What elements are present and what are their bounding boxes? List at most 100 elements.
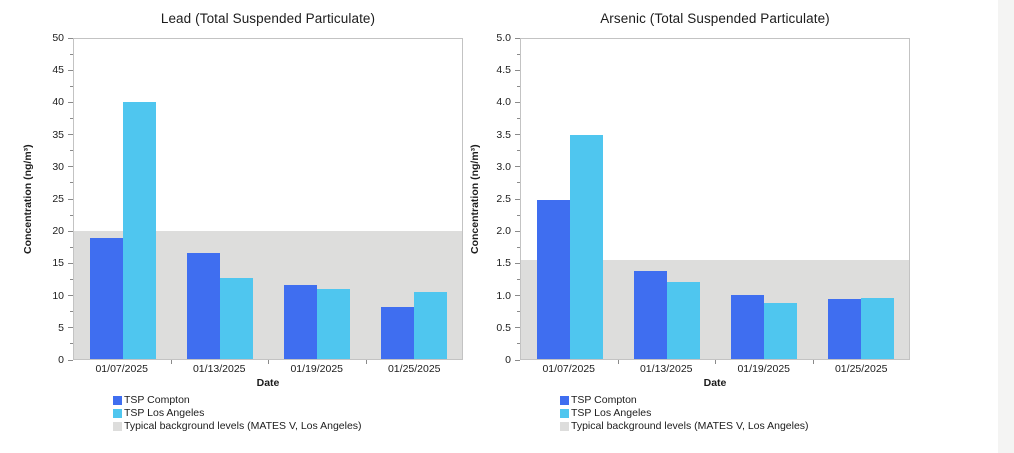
- bar-los_angeles[interactable]: [569, 135, 603, 359]
- legend-swatch-compton: [113, 395, 122, 405]
- legend-swatch-los-angeles: [113, 408, 122, 418]
- legend-item-background-band[interactable]: Typical background levels (MATES V, Los …: [113, 420, 362, 432]
- bar-compton[interactable]: [186, 252, 220, 359]
- x-boundary-tick: [715, 360, 716, 364]
- y-tick: [68, 295, 73, 297]
- category-slot: [171, 39, 268, 359]
- legend-label: TSP Compton: [571, 394, 637, 406]
- legend-label: TSP Compton: [124, 394, 190, 406]
- legend-item-tsp-compton[interactable]: TSP Compton: [113, 394, 362, 406]
- y-tick: [68, 101, 73, 103]
- bar-los_angeles[interactable]: [316, 289, 350, 359]
- legend-item-tsp-compton[interactable]: TSP Compton: [560, 394, 809, 406]
- y-minor-tick: [517, 246, 520, 248]
- y-tick: [515, 37, 520, 39]
- y-tick: [515, 230, 520, 232]
- x-axis: 01/07/2025 01/13/2025 01/19/2025 01/25/2025: [520, 363, 910, 377]
- y-axis: 0 0.5 1.0 1.5 2.0 2.5 3.0 3.5 4.0 4.5 5.0: [447, 32, 520, 366]
- x-axis: 01/07/2025 01/13/2025 01/19/2025 01/25/2025: [73, 363, 463, 377]
- chart-title: Lead (Total Suspended Particulate): [160, 11, 376, 26]
- legend-label: TSP Los Angeles: [571, 407, 652, 419]
- plot-area[interactable]: [520, 38, 910, 360]
- category-slot: [74, 39, 171, 359]
- x-boundary-tick: [268, 360, 269, 364]
- y-minor-tick: [517, 118, 520, 119]
- x-boundary-tick: [170, 360, 172, 364]
- y-tick-label: 5.0: [496, 32, 511, 44]
- bar-compton[interactable]: [536, 200, 570, 359]
- y-tick: [68, 327, 73, 329]
- bar-los_angeles[interactable]: [860, 297, 894, 359]
- y-minor-tick: [517, 53, 520, 55]
- y-tick: [68, 262, 73, 264]
- y-minor-tick: [517, 85, 520, 87]
- chart-title: Arsenic (Total Suspended Particulate): [600, 11, 830, 26]
- y-minor-tick: [70, 182, 73, 184]
- x-tick-label: 01/07/2025: [95, 363, 149, 375]
- bar-los_angeles[interactable]: [413, 292, 447, 359]
- bar-compton[interactable]: [283, 285, 317, 359]
- bar-los_angeles[interactable]: [763, 303, 797, 359]
- window-edge-strip: [998, 0, 1014, 453]
- y-tick: [68, 134, 73, 136]
- x-tick-label: 01/19/2025: [290, 363, 344, 375]
- bar-los_angeles[interactable]: [219, 278, 253, 359]
- y-tick: [515, 166, 520, 168]
- bar-los_angeles[interactable]: [666, 281, 700, 359]
- y-tick: [515, 69, 520, 71]
- legend-label: Typical background levels (MATES V, Los …: [571, 420, 809, 432]
- y-minor-tick: [70, 214, 73, 216]
- bar-los_angeles[interactable]: [122, 101, 156, 359]
- category-slot: [618, 39, 715, 359]
- legend-swatch-band: [113, 421, 122, 431]
- y-tick-label: 45: [52, 64, 64, 77]
- y-minor-tick: [70, 150, 73, 152]
- legend-item-tsp-los-angeles[interactable]: TSP Los Angeles: [113, 407, 362, 419]
- y-minor-tick: [70, 343, 73, 345]
- x-tick-label: 01/25/2025: [834, 363, 888, 375]
- y-tick: [515, 359, 520, 361]
- category-slot: [268, 39, 365, 359]
- bar-compton[interactable]: [730, 295, 764, 359]
- y-tick: [68, 69, 73, 71]
- y-minor-tick: [70, 53, 73, 55]
- y-tick: [515, 262, 520, 264]
- legend: TSP Compton TSP Los Angeles Typical back…: [113, 394, 362, 432]
- bar-compton[interactable]: [633, 271, 667, 359]
- y-tick-label: 35: [52, 128, 64, 141]
- y-tick-label: 10: [52, 289, 64, 302]
- legend-item-background-band[interactable]: Typical background levels (MATES V, Los …: [560, 420, 809, 432]
- y-tick: [68, 198, 73, 200]
- y-tick: [68, 230, 73, 232]
- y-minor-tick: [517, 150, 520, 152]
- x-axis-title: Date: [256, 377, 280, 389]
- x-boundary-tick: [617, 360, 619, 364]
- bars-layer: [74, 39, 462, 359]
- y-tick-label: 5: [58, 321, 64, 334]
- legend-item-tsp-los-angeles[interactable]: TSP Los Angeles: [560, 407, 809, 419]
- category-slot: [365, 39, 462, 359]
- chart-lead-tsp: Lead (Total Suspended Particulate) Conce…: [0, 0, 497, 453]
- y-minor-tick: [70, 311, 73, 313]
- y-tick-label: 0: [58, 354, 64, 366]
- y-minor-tick: [70, 279, 73, 280]
- x-boundary-tick: [812, 360, 814, 364]
- y-tick-label: 20: [52, 225, 64, 238]
- chart-arsenic-tsp: Arsenic (Total Suspended Particulate) Co…: [447, 0, 944, 453]
- plot-area[interactable]: [73, 38, 463, 360]
- bar-compton[interactable]: [827, 299, 861, 359]
- y-tick: [68, 166, 73, 168]
- y-tick-label: 25: [52, 193, 64, 205]
- y-tick-label: 0.5: [496, 321, 511, 334]
- y-tick-label: 3.0: [496, 160, 511, 173]
- bar-compton[interactable]: [380, 307, 414, 359]
- y-tick-label: 0: [505, 354, 511, 366]
- x-tick-label: 01/19/2025: [737, 363, 791, 375]
- y-minor-tick: [70, 118, 73, 119]
- y-minor-tick: [517, 343, 520, 345]
- y-minor-tick: [517, 311, 520, 313]
- bar-compton[interactable]: [89, 238, 123, 359]
- x-tick-label: 01/25/2025: [387, 363, 441, 375]
- y-tick-label: 30: [52, 160, 64, 173]
